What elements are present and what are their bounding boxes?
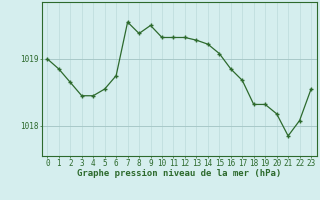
X-axis label: Graphe pression niveau de la mer (hPa): Graphe pression niveau de la mer (hPa) <box>77 169 281 178</box>
